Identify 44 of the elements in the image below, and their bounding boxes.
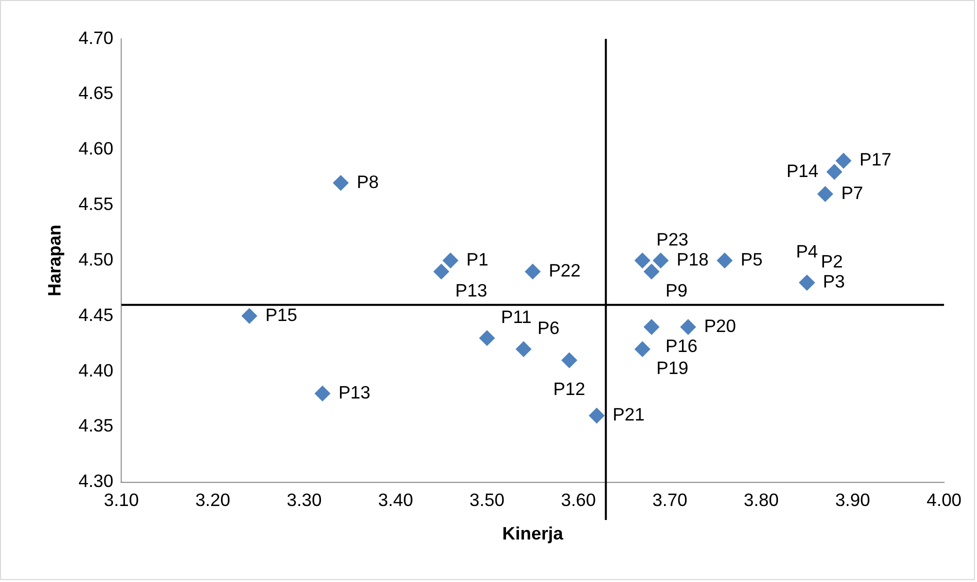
x-tick-label: 3.20 <box>195 490 230 510</box>
y-tick-label: 4.40 <box>78 360 114 380</box>
annotation: P11 <box>500 307 532 328</box>
annotation: P17 <box>859 150 892 170</box>
annotation: P7 <box>841 182 864 203</box>
annotation: P3 <box>822 272 845 292</box>
y-tick-label: 4.50 <box>78 249 114 270</box>
annotation: P4 <box>796 242 818 262</box>
annotation: P23 <box>656 230 688 250</box>
annotation: P19 <box>656 358 688 378</box>
annotation: P1 <box>466 249 488 270</box>
y-tick-label: 4.60 <box>78 138 114 159</box>
annotation: P8 <box>356 172 379 192</box>
x-axis-title: Kinerja <box>502 523 564 544</box>
y-tick-label: 4.70 <box>78 28 114 48</box>
annotation: P12 <box>553 379 586 400</box>
annotation: P14 <box>786 160 818 181</box>
x-tick-label: 3.40 <box>378 490 414 510</box>
y-tick-label: 4.35 <box>78 416 114 436</box>
x-tick-label: 3.70 <box>652 490 688 510</box>
y-tick-label: 4.55 <box>78 194 114 214</box>
y-tick-label: 4.65 <box>78 83 114 104</box>
annotation: P13 <box>338 382 370 402</box>
x-tick-label: 3.90 <box>835 490 870 510</box>
annotation: P5 <box>740 249 763 270</box>
annotation: P16 <box>666 336 698 356</box>
annotation: P18 <box>676 249 709 270</box>
annotation: P20 <box>704 316 736 336</box>
annotation: P9 <box>666 280 688 300</box>
x-tick-label: 3.10 <box>104 490 139 510</box>
x-tick-label: 3.80 <box>744 490 779 510</box>
y-tick-label: 4.45 <box>78 304 114 325</box>
y-tick-label: 4.30 <box>78 471 114 492</box>
annotation: P15 <box>265 304 298 325</box>
x-tick-label: 4.00 <box>926 490 962 510</box>
annotation: P13 <box>455 280 488 300</box>
y-axis-title: Harapan <box>44 224 65 296</box>
annotation: P2 <box>820 252 843 272</box>
annotation: P22 <box>548 260 581 281</box>
x-tick-label: 3.30 <box>286 490 322 510</box>
x-tick-label: 3.60 <box>560 490 596 510</box>
x-tick-label: 3.50 <box>470 490 505 510</box>
annotation: P21 <box>612 404 645 425</box>
annotation: P6 <box>538 318 560 338</box>
